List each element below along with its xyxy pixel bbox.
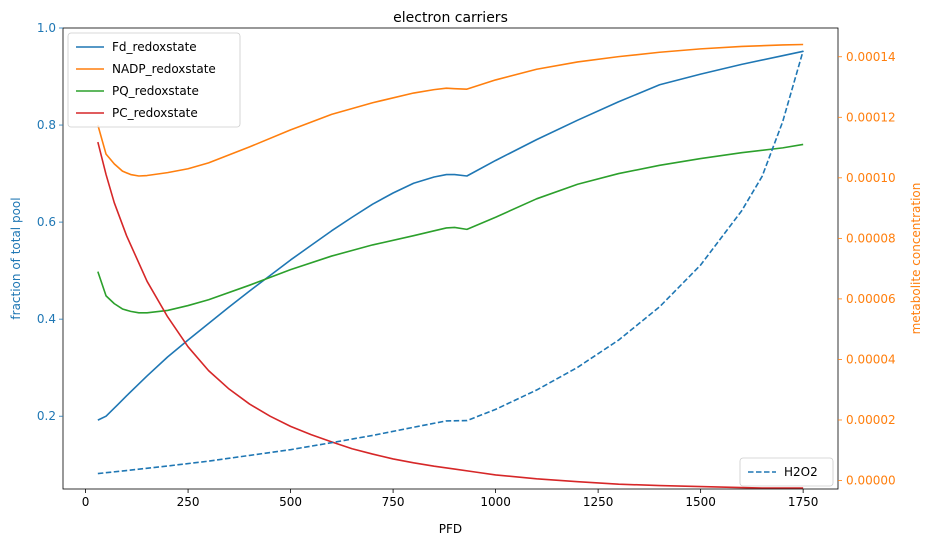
x-tick-label: 500 xyxy=(279,495,302,509)
x-tick-label: 1500 xyxy=(685,495,716,509)
legend-box xyxy=(67,32,241,128)
series-line-nadp-redoxstate xyxy=(97,43,804,177)
plot-frame xyxy=(62,27,839,490)
y-right-tick-label: 0.00010 xyxy=(846,171,896,185)
y-right-tick-label: 0.00006 xyxy=(846,292,896,306)
x-tick-label: 250 xyxy=(177,495,200,509)
legend-right: H2O2 xyxy=(739,457,834,487)
x-axis-label: PFD xyxy=(439,522,462,536)
series-line-h2o2 xyxy=(97,50,804,475)
y-right-tick-label: 0.00004 xyxy=(846,352,896,366)
y-right-tick-label: 0.00000 xyxy=(846,474,896,488)
y-axis-right: 0.00000 0.00002 0.00004 0.00006 0.00008 0.000… xyxy=(838,50,896,488)
legend-label: Fd_redoxstate xyxy=(112,40,197,54)
legend-label: NADP_redoxstate xyxy=(112,62,216,76)
y-left-tick-label: 0.2 xyxy=(37,409,56,423)
y-axis-left-label: fraction of total pool xyxy=(9,197,23,319)
y-right-tick-label: 0.00012 xyxy=(846,110,896,124)
x-tick-label: 0 xyxy=(82,495,90,509)
y-left-tick-label: 0.4 xyxy=(37,312,56,326)
x-axis: 0 250 500 750 1000 1250 1500 1750 xyxy=(82,489,819,509)
legend-label: PQ_redoxstate xyxy=(112,84,199,98)
x-tick-label: 1000 xyxy=(480,495,511,509)
x-tick-label: 1250 xyxy=(583,495,614,509)
chart-title: electron carriers xyxy=(393,10,508,26)
y-axis-right-label: metabolite concentration xyxy=(909,183,923,335)
legend-label: PC_redoxstate xyxy=(112,106,198,120)
y-left-tick-label: 0.6 xyxy=(37,215,56,229)
legend-box xyxy=(739,457,834,487)
y-axis-left: 0.2 0.4 0.6 0.8 1.0 xyxy=(37,21,63,423)
y-right-tick-label: 0.00008 xyxy=(846,231,896,245)
y-left-tick-label: 0.8 xyxy=(37,118,56,132)
x-tick-label: 750 xyxy=(382,495,405,509)
legend-left: Fd_redoxstate NADP_redoxstate PQ_redoxstat… xyxy=(67,32,241,128)
x-tick-label: 1750 xyxy=(788,495,819,509)
legend-label: H2O2 xyxy=(784,465,818,479)
y-left-tick-label: 1.0 xyxy=(37,21,56,35)
y-right-tick-label: 0.00002 xyxy=(846,413,896,427)
series-line-pc-redoxstate xyxy=(97,141,804,489)
series-line-pq-redoxstate xyxy=(97,143,804,314)
y-right-tick-label: 0.00014 xyxy=(846,50,896,64)
plot-series-layer xyxy=(97,43,804,489)
series-line-fd-redoxstate xyxy=(97,50,804,421)
